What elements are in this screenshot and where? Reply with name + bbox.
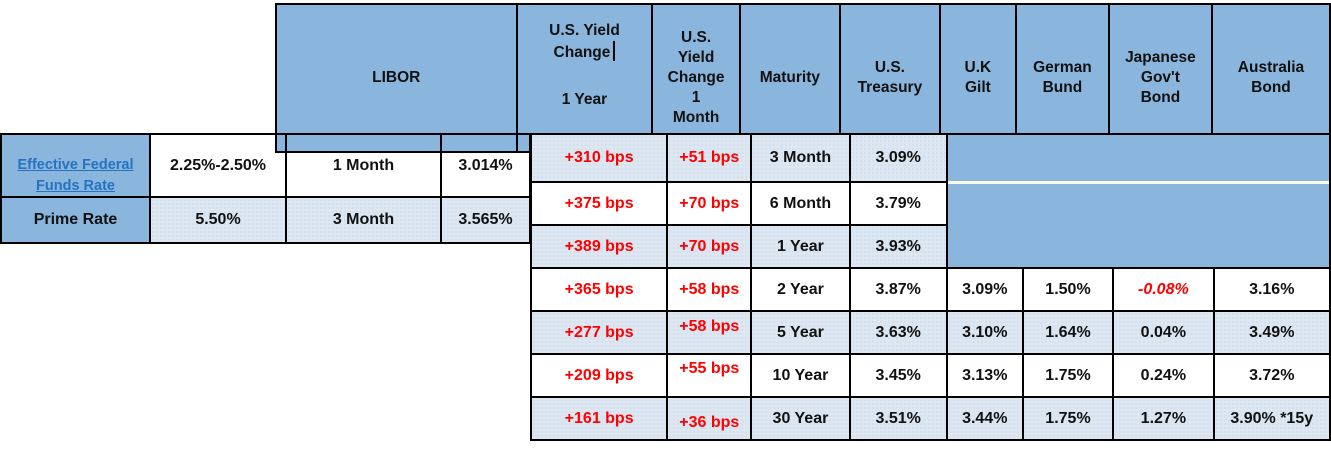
japanese-govt-bond-cell: 0.04%	[1112, 310, 1215, 355]
table-row: +389 bps +70 bps 1 Year 3.93%	[529, 224, 1330, 269]
yield-change-1m-cell: +70 bps	[666, 224, 753, 269]
header-german-bund: German Bund	[1014, 3, 1110, 153]
effective-federal-funds-rate-link[interactable]: Effective Federal Funds Rate	[17, 157, 134, 194]
yield-change-1m-text: +58 bps	[679, 317, 740, 335]
maturity-cell: 6 Month	[750, 181, 851, 226]
table-row: +161 bps +36 bps 30 Year 3.51% 3.44% 1.7…	[529, 396, 1331, 441]
maturity-cell: 1 Year	[750, 224, 851, 269]
maturity-cell: 3 Month	[750, 133, 851, 183]
german-bund-cell: 1.75%	[1021, 396, 1115, 441]
maturity-cell: 2 Year	[750, 267, 851, 312]
maturity-cell: 10 Year	[750, 353, 851, 398]
japanese-govt-bond-cell: 0.24%	[1112, 353, 1215, 398]
yield-change-1y-cell: +209 bps	[529, 353, 669, 398]
merged-empty-region	[945, 133, 1331, 269]
yield-change-1m-cell: +70 bps	[666, 181, 753, 226]
header-us-yield-change-1-month: U.S. Yield Change 1 Month	[651, 3, 741, 153]
effective-federal-funds-rate-cell: Effective Federal Funds Rate	[0, 132, 151, 199]
us-treasury-cell: 3.87%	[848, 267, 948, 312]
australia-bond-cell: 3.49%	[1212, 310, 1331, 355]
header-maturity: Maturity	[738, 3, 842, 153]
libor-term-cell: 3 Month	[285, 196, 442, 245]
table-row: Prime Rate 5.50% 3 Month 3.565%	[0, 196, 531, 245]
header-libor: LIBOR	[275, 3, 518, 153]
us-treasury-cell: 3.09%	[848, 133, 948, 183]
uk-gilt-cell: 3.44%	[945, 396, 1024, 441]
yield-change-1m-cell: +55 bps	[666, 353, 753, 398]
header-us-treasury: U.S. Treasury	[839, 3, 941, 153]
table-row: +365 bps +58 bps 2 Year 3.87% 3.09% 1.50…	[529, 267, 1331, 312]
uk-gilt-cell: 3.10%	[945, 310, 1024, 355]
header-us-yield-change-text: U.S. Yield Change	[549, 22, 620, 62]
yield-change-1m-cell: +36 bps	[666, 396, 753, 441]
table-row: +209 bps +55 bps 10 Year 3.45% 3.13% 1.7…	[529, 353, 1331, 398]
yield-change-1m-cell: +58 bps	[666, 310, 753, 355]
header-us-yield-change-1-year-content: U.S. Yield Change 1 Year	[520, 6, 650, 150]
yield-change-1y-cell: +389 bps	[529, 224, 669, 269]
japanese-govt-bond-cell: -0.08%	[1112, 267, 1215, 312]
yield-change-1m-text: +55 bps	[679, 359, 740, 377]
header-uk-gilt: U.K Gilt	[938, 3, 1017, 153]
libor-rate-cell: 3.014%	[440, 132, 531, 199]
header-row: LIBOR U.S. Yield Change 1 Year U.S. Yiel…	[275, 3, 1331, 153]
policy-rates-table: Effective Federal Funds Rate 2.25%-2.50%…	[0, 132, 531, 245]
header-us-yield-change-label: U.S. Yield Change	[549, 21, 620, 63]
text-cursor-icon	[613, 41, 616, 62]
libor-term-cell: 1 Month	[285, 132, 442, 199]
australia-bond-cell: 3.16%	[1212, 267, 1331, 312]
us-treasury-cell: 3.93%	[848, 224, 948, 269]
table-row: +310 bps +51 bps 3 Month 3.09%	[529, 133, 1331, 269]
table-row: +277 bps +58 bps 5 Year 3.63% 3.10% 1.64…	[529, 310, 1331, 355]
yield-change-1y-cell: +365 bps	[529, 267, 669, 312]
us-treasury-cell: 3.45%	[848, 353, 948, 398]
yield-change-1m-text: +36 bps	[679, 413, 740, 431]
yield-change-1m-cell: +51 bps	[666, 133, 753, 183]
maturity-cell: 5 Year	[750, 310, 851, 355]
header-libor-label: LIBOR	[372, 68, 421, 86]
us-treasury-cell: 3.51%	[848, 396, 948, 441]
rates-header-band: LIBOR U.S. Yield Change 1 Year U.S. Yiel…	[275, 3, 1331, 153]
us-treasury-cell: 3.79%	[848, 181, 948, 226]
table-row: +375 bps +70 bps 6 Month 3.79%	[529, 181, 1330, 226]
header-australia-bond: Australia Bond	[1210, 3, 1331, 153]
divider-line	[948, 181, 1328, 184]
effective-federal-funds-rate-value: 2.25%-2.50%	[149, 132, 287, 199]
us-treasury-cell: 3.63%	[848, 310, 948, 355]
yield-change-1y-cell: +161 bps	[529, 396, 669, 441]
yield-change-1m-cell: +58 bps	[666, 267, 753, 312]
german-bund-cell: 1.50%	[1021, 267, 1115, 312]
header-us-yield-change-1-year: U.S. Yield Change 1 Year	[515, 3, 654, 153]
header-1-year-label: 1 Year	[561, 91, 608, 109]
german-bund-cell: 1.64%	[1021, 310, 1115, 355]
yield-change-1y-cell: +310 bps	[529, 133, 669, 183]
japanese-govt-bond-cell: 1.27%	[1112, 396, 1215, 441]
yields-table: +310 bps +51 bps 3 Month 3.09% +375 bps …	[529, 133, 1331, 441]
table-row: Effective Federal Funds Rate 2.25%-2.50%…	[0, 132, 531, 199]
yield-change-1y-cell: +277 bps	[529, 310, 669, 355]
header-japanese-govt-bond: Japanese Gov't Bond	[1107, 3, 1213, 153]
german-bund-cell: 1.75%	[1021, 353, 1115, 398]
australia-bond-cell: 3.72%	[1212, 353, 1331, 398]
maturity-cell: 30 Year	[750, 396, 851, 441]
libor-rate-cell: 3.565%	[440, 196, 531, 245]
prime-rate-value: 5.50%	[149, 196, 287, 245]
yield-change-1y-cell: +375 bps	[529, 181, 669, 226]
uk-gilt-cell: 3.09%	[945, 267, 1024, 312]
uk-gilt-cell: 3.13%	[945, 353, 1024, 398]
australia-bond-cell: 3.90% *15y	[1212, 396, 1331, 441]
prime-rate-cell: Prime Rate	[0, 196, 151, 245]
